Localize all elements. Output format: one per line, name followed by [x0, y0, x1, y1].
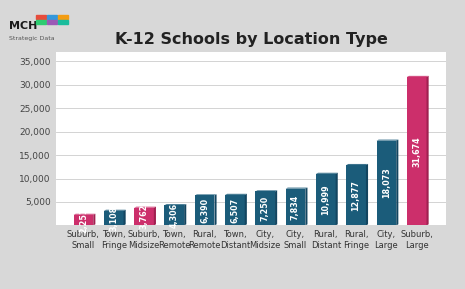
Text: 6,390: 6,390 — [200, 198, 209, 223]
Text: 6,507: 6,507 — [230, 198, 239, 223]
Text: 18,073: 18,073 — [382, 168, 391, 199]
Bar — [58, 20, 67, 24]
Text: 10,999: 10,999 — [321, 184, 330, 215]
Polygon shape — [165, 204, 186, 205]
Polygon shape — [214, 194, 217, 225]
Title: K-12 Schools by Location Type: K-12 Schools by Location Type — [115, 32, 387, 47]
Polygon shape — [336, 173, 338, 225]
Bar — [134, 208, 154, 225]
Text: MCH: MCH — [9, 21, 37, 31]
Bar — [165, 205, 184, 225]
Polygon shape — [104, 210, 126, 211]
Bar — [286, 189, 306, 225]
Bar — [47, 15, 57, 19]
Polygon shape — [93, 214, 95, 225]
Polygon shape — [306, 188, 307, 225]
Polygon shape — [346, 164, 368, 165]
Bar — [104, 211, 124, 225]
Text: 12,877: 12,877 — [352, 180, 360, 211]
Bar — [377, 141, 396, 225]
Bar — [346, 165, 366, 225]
Text: 4,306: 4,306 — [170, 203, 179, 228]
Polygon shape — [366, 164, 368, 225]
Bar — [36, 15, 46, 19]
Bar — [47, 20, 57, 24]
Text: 7,250: 7,250 — [261, 196, 270, 221]
Bar — [316, 174, 336, 225]
Text: Strategic Data: Strategic Data — [9, 36, 54, 41]
Text: 31,674: 31,674 — [412, 136, 421, 166]
Text: 2,251: 2,251 — [79, 208, 88, 233]
Text: 3,762: 3,762 — [140, 204, 148, 229]
Polygon shape — [255, 190, 277, 191]
Polygon shape — [73, 214, 95, 215]
Polygon shape — [195, 194, 217, 195]
Polygon shape — [286, 188, 307, 189]
Polygon shape — [275, 190, 277, 225]
Bar — [36, 20, 46, 24]
Polygon shape — [184, 204, 186, 225]
Polygon shape — [377, 140, 399, 141]
Polygon shape — [124, 210, 126, 225]
Bar — [73, 215, 93, 225]
Bar — [195, 195, 214, 225]
Polygon shape — [316, 173, 338, 174]
Text: 7,834: 7,834 — [291, 194, 300, 220]
Polygon shape — [245, 194, 247, 225]
Polygon shape — [225, 194, 247, 195]
Bar — [255, 191, 275, 225]
Polygon shape — [154, 207, 156, 225]
Polygon shape — [426, 76, 429, 225]
Text: 3,108: 3,108 — [109, 205, 118, 231]
Polygon shape — [407, 76, 429, 77]
Polygon shape — [134, 207, 156, 208]
Bar — [407, 77, 426, 225]
Bar — [58, 15, 67, 19]
Bar — [225, 195, 245, 225]
Polygon shape — [396, 140, 399, 225]
